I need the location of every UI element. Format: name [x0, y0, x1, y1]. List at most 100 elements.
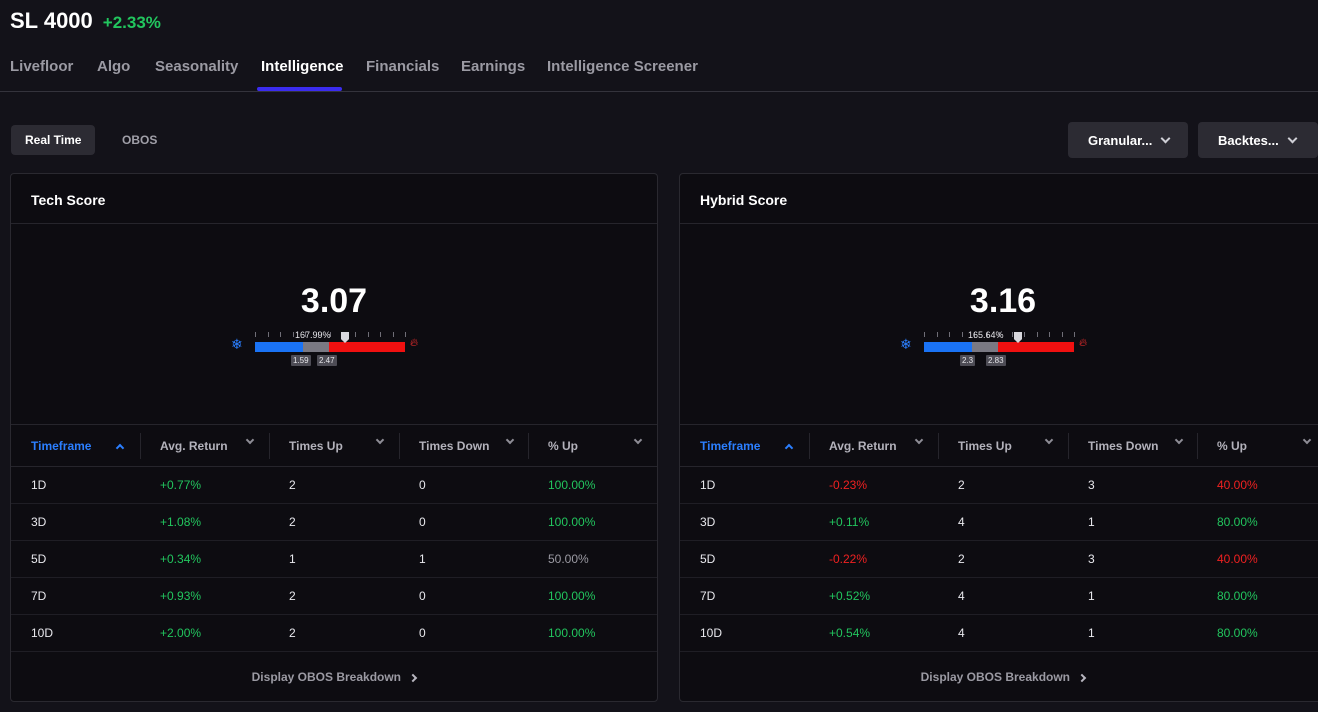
chevron-down-icon[interactable]	[633, 435, 643, 445]
times-down-cell: 3	[1088, 478, 1095, 492]
chevron-down-icon[interactable]	[1174, 435, 1184, 445]
granularity-dropdown[interactable]: Granular...	[1068, 122, 1188, 158]
column-divider	[938, 433, 939, 459]
score-gauge: ❄ 165.64% 2.3 2.83 🔥︎	[900, 330, 1100, 370]
chevron-down-icon[interactable]	[1044, 435, 1054, 445]
tab-intelligence-screener[interactable]: Intelligence Screener	[547, 58, 698, 75]
table-row[interactable]: 10D +2.00% 2 0 100.00%	[11, 615, 657, 652]
avg-return-cell: +0.52%	[829, 589, 871, 603]
tab-livefloor[interactable]: Livefloor	[10, 58, 74, 75]
gauge-neutral-segment	[303, 342, 329, 352]
real-time-toggle[interactable]: Real Time	[11, 125, 96, 155]
times-down-cell: 1	[419, 552, 426, 566]
chevron-down-icon[interactable]	[914, 435, 924, 445]
times-up-cell: 2	[289, 515, 296, 529]
table-header: Timeframe Avg. Return Times Up Times Down % …	[680, 425, 1318, 467]
table-body: 1D +0.77% 2 0 100.00% 3D +1.08% 2 0 100.00% 5D +0.3…	[11, 467, 657, 652]
column-divider	[809, 433, 810, 459]
gauge-high-tag: 2.83	[986, 355, 1006, 366]
column-header-timeframe[interactable]: Timeframe	[700, 439, 761, 453]
footer-link-label: Display OBOS Breakdown	[920, 670, 1071, 684]
gauge-tick	[305, 332, 306, 337]
times-down-cell: 1	[1088, 515, 1095, 529]
times-down-cell: 0	[419, 589, 426, 603]
times-up-cell: 2	[958, 478, 965, 492]
avg-return-cell: +0.54%	[829, 626, 871, 640]
column-divider	[1197, 433, 1198, 459]
gauge-tick	[999, 332, 1000, 337]
display-obos-breakdown-link[interactable]: Display OBOS Breakdown	[680, 670, 1318, 684]
stats-table: Timeframe Avg. Return Times Up Times Down % …	[680, 424, 1318, 652]
granularity-dropdown-label: Granular...	[1088, 132, 1153, 148]
table-row[interactable]: 3D +0.11% 4 1 80.00%	[680, 504, 1318, 541]
column-divider	[269, 433, 270, 459]
flame-icon: 🔥︎	[410, 337, 419, 349]
column-header-pct-up[interactable]: % Up	[1217, 439, 1247, 453]
gauge-low-tag: 2.3	[960, 355, 976, 366]
table-row[interactable]: 7D +0.52% 4 1 80.00%	[680, 578, 1318, 615]
tab-financials[interactable]: Financials	[366, 58, 440, 75]
chevron-right-icon	[409, 673, 418, 683]
tab-seasonality[interactable]: Seasonality	[155, 58, 239, 75]
chevron-down-icon	[1287, 133, 1298, 143]
display-obos-breakdown-link[interactable]: Display OBOS Breakdown	[11, 670, 657, 684]
table-row[interactable]: 1D +0.77% 2 0 100.00%	[11, 467, 657, 504]
gauge-tick	[1062, 332, 1063, 337]
column-header-pct-up[interactable]: % Up	[548, 439, 578, 453]
column-header-times-up[interactable]: Times Up	[958, 439, 1012, 453]
table-row[interactable]: 1D -0.23% 2 3 40.00%	[680, 467, 1318, 504]
gauge-tick	[1049, 332, 1050, 337]
gauge-percent-label: 165.64%	[968, 330, 1004, 340]
pct-up-cell: 80.00%	[1217, 626, 1258, 640]
gauge-tick	[318, 332, 319, 337]
panel-title: Hybrid Score	[700, 192, 788, 208]
times-up-cell: 4	[958, 589, 965, 603]
timeframe-cell: 3D	[31, 515, 47, 529]
column-header-avg-return[interactable]: Avg. Return	[829, 439, 897, 453]
snowflake-icon: ❄	[231, 336, 243, 352]
active-tab-indicator	[257, 87, 342, 91]
column-header-times-down[interactable]: Times Down	[1088, 439, 1159, 453]
table-row[interactable]: 10D +0.54% 4 1 80.00%	[680, 615, 1318, 652]
tab-algo[interactable]: Algo	[97, 58, 131, 75]
chevron-down-icon[interactable]	[245, 435, 255, 445]
tab-intelligence[interactable]: Intelligence	[261, 58, 344, 75]
gauge-hot-segment	[329, 342, 405, 352]
timeframe-cell: 5D	[700, 552, 716, 566]
table-row[interactable]: 5D +0.34% 1 1 50.00%	[11, 541, 657, 578]
times-down-cell: 1	[1088, 589, 1095, 603]
tab-bar: Livefloor Algo Seasonality Intelligence …	[0, 46, 1318, 92]
pct-up-cell: 100.00%	[548, 478, 596, 492]
column-header-times-down[interactable]: Times Down	[419, 439, 490, 453]
pct-up-cell: 50.00%	[548, 552, 589, 566]
column-header-avg-return[interactable]: Avg. Return	[160, 439, 228, 453]
table-header: Timeframe Avg. Return Times Up Times Down % …	[11, 425, 657, 467]
timeframe-cell: 5D	[31, 552, 47, 566]
column-header-times-up[interactable]: Times Up	[289, 439, 343, 453]
table-row[interactable]: 7D +0.93% 2 0 100.00%	[11, 578, 657, 615]
backtest-dropdown[interactable]: Backtes...	[1198, 122, 1318, 158]
gauge-tick	[380, 332, 381, 337]
chevron-down-icon[interactable]	[1302, 435, 1312, 445]
tab-earnings[interactable]: Earnings	[461, 58, 526, 75]
score-value: 3.07	[300, 282, 368, 320]
chevron-down-icon[interactable]	[505, 435, 515, 445]
times-up-cell: 2	[289, 478, 296, 492]
sort-asc-icon[interactable]	[784, 443, 794, 453]
stats-table: Timeframe Avg. Return Times Up Times Down % …	[11, 424, 657, 652]
column-header-timeframe[interactable]: Timeframe	[31, 439, 92, 453]
panel-title: Tech Score	[31, 192, 106, 208]
snowflake-icon: ❄	[900, 336, 912, 352]
gauge-tick	[937, 332, 938, 337]
table-row[interactable]: 3D +1.08% 2 0 100.00%	[11, 504, 657, 541]
obos-toggle[interactable]: OBOS	[122, 133, 158, 147]
chevron-right-icon	[1078, 673, 1087, 683]
times-down-cell: 0	[419, 626, 426, 640]
timeframe-cell: 7D	[700, 589, 716, 603]
pct-up-cell: 80.00%	[1217, 589, 1258, 603]
sort-asc-icon[interactable]	[115, 443, 125, 453]
gauge-percent-label: 167.99%	[295, 330, 331, 340]
chevron-down-icon[interactable]	[375, 435, 385, 445]
times-up-cell: 4	[958, 515, 965, 529]
table-row[interactable]: 5D -0.22% 2 3 40.00%	[680, 541, 1318, 578]
